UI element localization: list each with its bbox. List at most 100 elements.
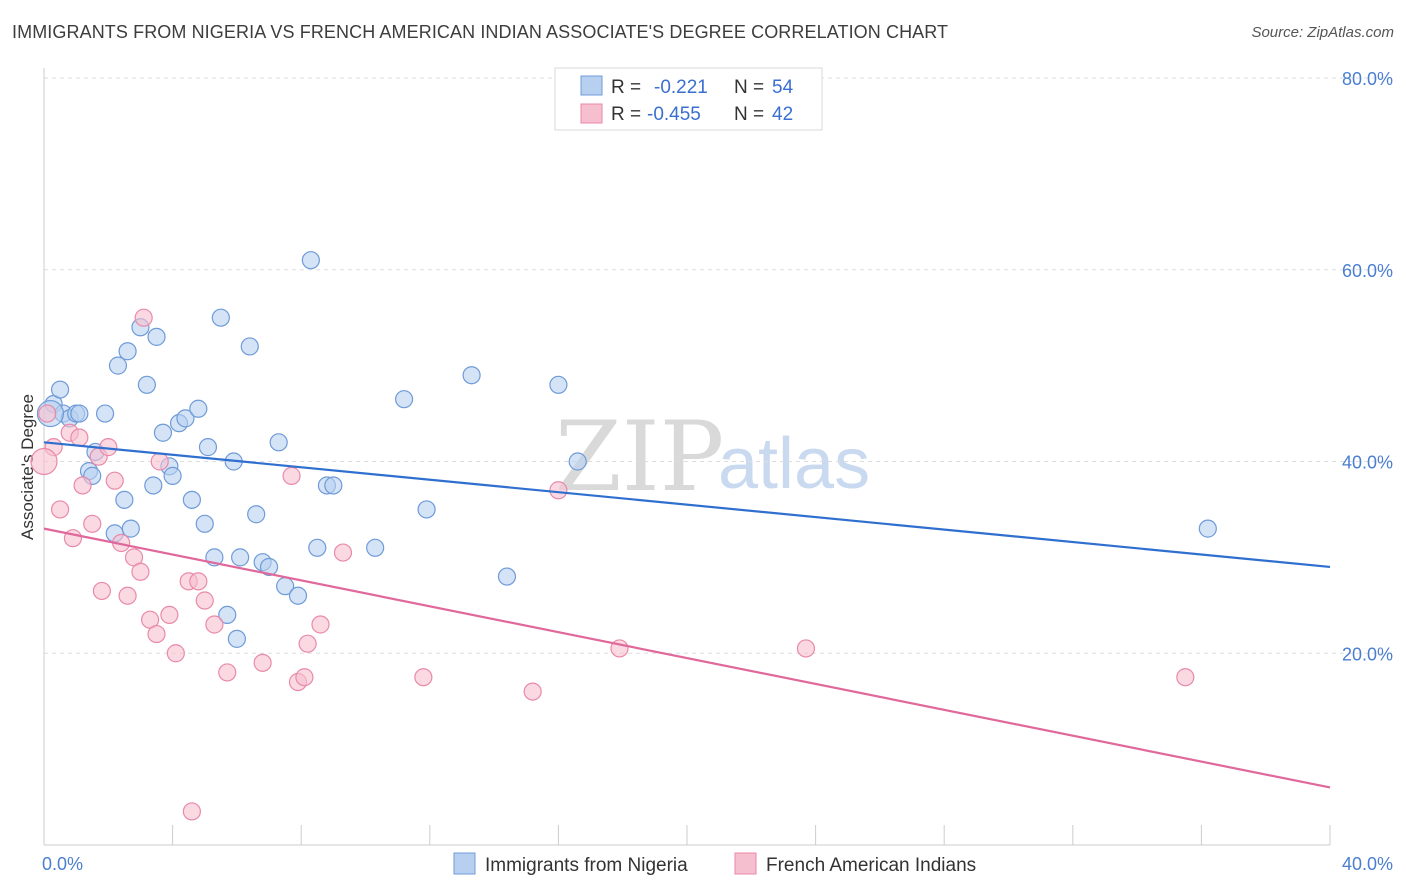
nigeria-point-52 [1198,519,1217,538]
french-american-indian-point-32 [298,634,317,653]
y-tick-labels: 20.0% 40.0% 60.0% 80.0% [1342,69,1393,664]
y-axis-label: Associate's Degree [18,394,37,540]
nigeria-point-38 [269,433,288,452]
french-american-indian-point-11 [105,471,124,490]
nigeria-point-19 [153,423,173,442]
nigeria-point-35 [247,505,266,524]
nigeria-point-47 [417,500,436,519]
nigeria-point-23 [176,409,195,428]
nigeria-point-17 [144,476,163,495]
french-american-indian-point-19 [150,452,169,471]
correlation-legend: R = -0.221 N = 54 R = -0.455 N = 42 [554,67,823,131]
french-american-indian-point-35 [414,668,433,687]
french-american-indian-point-27 [218,663,237,682]
nigeria-point-42 [308,538,327,557]
chart-title: IMMIGRANTS FROM NIGERIA VS FRENCH AMERIC… [12,22,949,42]
legend-r-value-1: -0.221 [654,77,708,98]
nigeria-point-44 [324,476,343,495]
legend-r-label-1: R = [611,77,641,98]
nigeria-point-48 [462,366,481,385]
nigeria-point-33 [231,548,250,567]
french-american-indian-point-41 [30,447,58,476]
french-american-indian-point-5 [70,428,89,447]
nigeria-point-9 [95,404,115,423]
french-american-indian-point-39 [796,639,816,658]
french-american-indian-point-29 [282,466,301,485]
french-american-indian-point-9 [92,581,111,601]
x-tick-label-0: 0.0% [42,854,83,874]
legend-swatch-blue [580,75,603,96]
y-tick-label-40: 40.0% [1342,453,1393,473]
french-american-indian-point-0 [38,404,57,423]
french-american-indian-point-15 [131,562,150,581]
nigeria-point-50 [549,375,568,394]
nigeria-point-32 [227,629,246,648]
nigeria-point-13 [118,342,137,361]
nigeria-point-18 [147,327,166,346]
french-american-indian-point-18 [147,624,166,644]
x-tick-label-40: 40.0% [1342,854,1393,874]
nigeria-point-51 [568,452,587,471]
series-legend: Immigrants from Nigeria French American … [453,852,976,876]
legend-r-label-2: R = [611,104,641,125]
nigeria-point-25 [189,399,208,418]
trend-lines [43,441,1331,789]
trend-line-french-american-indians [43,527,1331,789]
series-french-american-indian-points [30,308,1195,821]
nigeria-point-14 [121,519,140,538]
y-tick-label-80: 80.0% [1342,69,1393,89]
nigeria-point-16 [137,375,156,394]
nigeria-point-11 [108,356,128,375]
french-american-indian-point-36 [523,682,542,701]
legend-n-value-2: 42 [772,104,793,125]
legend-swatch-pink [580,103,603,124]
nigeria-point-29 [211,308,230,327]
bottom-legend-label-nigeria: Immigrants from Nigeria [485,855,688,876]
bottom-legend-label-french-american-indians: French American Indians [766,855,976,876]
french-american-indian-point-2 [50,500,70,519]
trend-line-nigeria [43,441,1331,569]
nigeria-point-45 [366,538,385,557]
legend-n-label-1: N = [734,77,764,98]
french-american-indian-point-13 [118,586,137,605]
nigeria-point-49 [497,567,517,586]
french-american-indian-point-20 [160,605,179,625]
french-american-indian-point-26 [205,615,224,634]
french-american-indian-point-40 [1176,668,1195,687]
french-american-indian-point-28 [253,653,272,672]
french-american-indian-point-25 [182,802,201,821]
french-american-indian-point-7 [83,514,102,533]
french-american-indian-point-16 [134,308,153,327]
legend-n-label-2: N = [734,104,764,125]
grid-lines [44,77,1392,654]
french-american-indian-point-23 [189,572,208,591]
french-american-indian-point-34 [333,543,353,562]
legend-n-value-1: 54 [772,77,794,98]
nigeria-point-34 [240,337,259,356]
nigeria-point-37 [259,557,279,577]
nigeria-point-1 [50,380,70,399]
bottom-legend-swatch-pink [734,852,757,875]
french-american-indian-point-37 [549,481,568,500]
nigeria-point-12 [115,490,134,509]
nigeria-point-41 [301,251,320,270]
y-tick-label-20: 20.0% [1342,644,1393,664]
nigeria-point-46 [394,390,414,409]
french-american-indian-point-6 [73,476,92,495]
french-american-indian-point-21 [166,644,185,663]
nigeria-point-40 [288,586,308,605]
nigeria-point-24 [182,490,201,509]
nigeria-point-27 [198,438,218,457]
x-tick-labels: 0.0% 40.0% [42,854,1393,874]
nigeria-point-26 [195,514,214,533]
watermark-atlas: atlas [718,424,870,504]
french-american-indian-point-31 [295,668,314,687]
nigeria-point-5 [70,404,89,423]
source-label: Source: ZipAtlas.com [1251,24,1394,41]
french-american-indian-point-33 [311,615,330,634]
french-american-indian-point-24 [195,591,214,610]
bottom-legend-swatch-blue [453,852,476,875]
y-tick-label-60: 60.0% [1342,261,1393,281]
nigeria-point-30 [218,605,237,625]
